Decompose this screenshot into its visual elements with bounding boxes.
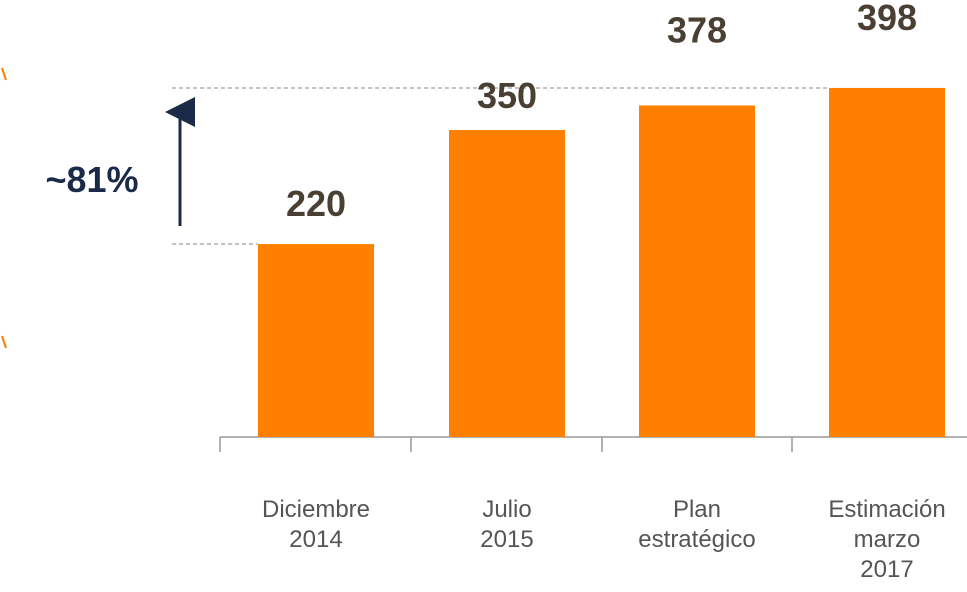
x-tick-label: Plan estratégico: [638, 496, 756, 553]
value-label: 398: [857, 0, 917, 38]
edge-mark: [1, 67, 7, 349]
bar: [449, 130, 565, 438]
value-label: 350: [477, 75, 537, 116]
x-tick-label: Diciembre 2014: [261, 496, 371, 553]
bar: [829, 87, 945, 437]
bar: [258, 244, 374, 437]
value-label: 378: [667, 9, 727, 50]
annotation: ~81%: [45, 159, 138, 200]
x-tick-label: Julio 2015: [480, 496, 534, 553]
x-tick-label: Estimación marzo 2017: [828, 496, 946, 583]
value-label: 220: [286, 183, 346, 224]
bar: [639, 105, 755, 437]
